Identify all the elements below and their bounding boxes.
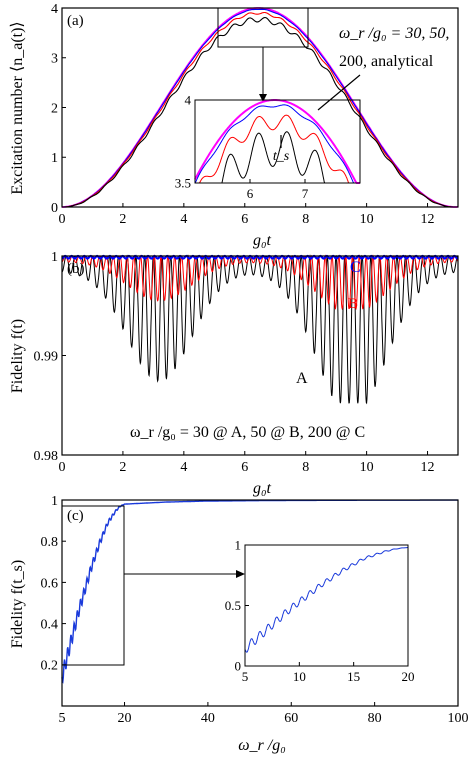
panel-a-xtick-label: 10 [360, 212, 374, 227]
panel-a-inset-series-line [194, 104, 360, 184]
panel-b-xtick-label: 12 [421, 460, 435, 475]
panel-a-inset-xtick-label: 7 [302, 186, 309, 201]
panel-c-xtick-label: 5 [59, 711, 66, 726]
panel-c-inset-curves [244, 546, 409, 653]
panel-b-xtick-label: 0 [59, 460, 66, 475]
panel-c-xtick-label: 60 [284, 711, 298, 726]
panel-a-xtick-label: 0 [59, 212, 66, 227]
panel-c-inset-series-line [244, 546, 409, 653]
panel-c-ytick-label: 0.6 [41, 576, 59, 591]
panel-b-xtick-label: 2 [119, 460, 126, 475]
panel-c-inset-ticks: 5 10 15 20 0 0.5 1 [225, 538, 415, 684]
panel-a-zoom-arrowhead [259, 94, 267, 102]
panel-a-inset-ytick-label: 3.5 [175, 176, 191, 191]
panel-c-xtick-label: 40 [201, 711, 215, 726]
panel-a-inset-ytick-label: 4 [185, 93, 192, 108]
panel-b-xtick-label: 10 [360, 460, 374, 475]
panel-a-ytick-label: 2 [51, 101, 58, 116]
panel-a-inset: 6 7 3.5 4 t_s [175, 93, 361, 201]
panel-b-label-A: A [296, 370, 308, 387]
panel-a-legend-line1: ω_r /g₀ = 30, 50, [339, 25, 449, 42]
panel-a-xtick-label: 6 [241, 212, 248, 227]
panel-a-inset-ts-label: t_s [273, 149, 290, 164]
panel-c-xlabel: ω_r /g₀ [238, 737, 286, 754]
panel-a-legend-arrow [317, 74, 361, 111]
panel-a-ytick-label: 4 [51, 2, 58, 17]
panel-b-ytick-label: 1 [51, 250, 58, 265]
panel-c-ytick-label: 0.8 [41, 535, 59, 550]
panel-a-ytick-label: 3 [51, 52, 58, 67]
panel-c-xtick-label: 100 [448, 711, 469, 726]
panel-c-inset-ytick-label: 0.5 [225, 598, 241, 613]
panel-c-zoom-arrowhead [236, 570, 245, 578]
panel-a-xtick-label: 12 [421, 212, 435, 227]
panel-a-series-line [62, 11, 458, 208]
panel-c-inset-xtick-label: 15 [347, 669, 360, 684]
panel-b: 0 2 4 6 8 10 12 0.98 0.99 1 (b) Fidelity f(t) g₀t… [9, 250, 459, 497]
panel-a-ytick-label: 1 [51, 151, 58, 166]
panel-a-legend-line2: 200, analytical [339, 53, 434, 70]
panel-b-xtick-label: 4 [180, 460, 187, 475]
panel-a-inset-series-line [195, 114, 360, 184]
panel-c-inset-xtick-label: 5 [242, 669, 249, 684]
panel-b-ticks: 0 2 4 6 8 10 12 0.98 0.99 1 [34, 250, 435, 475]
panel-b-series-line [61, 254, 459, 311]
panel-c-label: (c) [67, 508, 84, 524]
panel-c-inset-frame [244, 544, 409, 667]
panel-a-xtick-label: 2 [119, 212, 126, 227]
panel-b-ylabel: Fidelity f(t) [9, 319, 26, 393]
panel-c-inset-xtick-label: 10 [293, 669, 306, 684]
panel-a-inset-frame [194, 99, 361, 184]
panel-b-label: (b) [67, 261, 85, 277]
panel-c-zoom-box [61, 505, 125, 666]
panel-c-inset: 5 10 15 20 0 0.5 1 [225, 538, 415, 684]
panel-a-ytick-label: 0 [51, 201, 58, 216]
panel-a-xtick-label: 4 [180, 212, 187, 227]
panel-a-ylabel: Excitation number ⟨n_a(t)⟩ [9, 21, 26, 194]
panel-c-xtick-label: 20 [118, 711, 132, 726]
panel-b-xtick-label: 6 [241, 460, 248, 475]
panel-c-ytick-label: 0.2 [41, 659, 59, 674]
panel-a-xlabel: g₀t [253, 232, 272, 249]
panel-b-xlabel: g₀t [253, 480, 272, 497]
panel-a-label: (a) [67, 13, 84, 29]
panel-b-label-B: B [348, 296, 358, 312]
panel-b-ytick-label: 0.98 [34, 449, 59, 464]
panel-c-ylabel: Fidelity f(t_s) [9, 560, 26, 648]
panel-c-inset-ytick-label: 1 [235, 538, 242, 553]
panel-a-inset-xtick-label: 6 [247, 186, 254, 201]
panel-b-label-C: C [350, 259, 361, 276]
panel-a-xtick-label: 8 [302, 212, 309, 227]
panel-b-legend: ω_r /g₀ = 30 @ A, 50 @ B, 200 @ C [130, 424, 365, 441]
panel-c-ytick-label: 1 [51, 494, 58, 509]
panel-b-ytick-label: 0.99 [34, 349, 59, 364]
panel-b-xtick-label: 8 [302, 460, 309, 475]
panel-b-frame [61, 255, 459, 456]
panel-c-inset-ytick-label: 0 [235, 659, 242, 674]
panel-c-inset-xtick-label: 20 [402, 669, 415, 684]
panel-c-xtick-label: 80 [368, 711, 382, 726]
panel-a-series-line [62, 16, 458, 208]
panel-c-ytick-label: 0.4 [41, 618, 59, 633]
